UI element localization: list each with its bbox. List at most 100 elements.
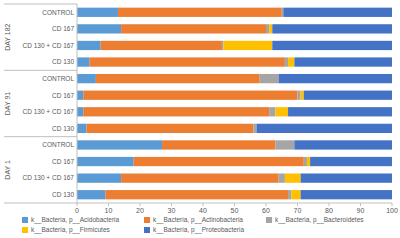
bar-segment (118, 8, 282, 17)
bar-segment (162, 140, 275, 149)
x-tick-label: 0 (75, 207, 79, 214)
bar-segment (121, 24, 266, 33)
bar-segment (77, 190, 105, 199)
x-tick-label: 70 (294, 207, 302, 214)
x-tick-label: 60 (262, 207, 270, 214)
x-tick (171, 203, 172, 206)
x-tick (140, 203, 141, 206)
bar-segment (77, 91, 83, 100)
legend-label: k__Bacteria, p__Acidobacteria (31, 216, 120, 224)
category-label: CD 167 (52, 158, 74, 165)
category-label: CONTROL (42, 141, 74, 148)
x-tick-label: 50 (231, 207, 239, 214)
bar-segment (77, 57, 90, 66)
y-axis (77, 4, 78, 203)
bar-segment (272, 41, 392, 50)
group-separator (4, 136, 77, 137)
category-label: CD 167 (52, 92, 74, 99)
x-tick-label: 30 (168, 207, 176, 214)
bar-segment (253, 124, 256, 133)
legend-label: k__Bacteria, p__Actinobacteria (153, 216, 243, 224)
x-tick (392, 203, 393, 206)
bar-segment (77, 74, 96, 83)
bar-segment (101, 41, 222, 50)
chart-svg: 0102030405060708090100CONTROLCD 167CD 13… (0, 0, 400, 238)
legend-swatch (22, 217, 28, 223)
category-label: CD 130 + CD 167 (23, 174, 75, 181)
x-tick (329, 203, 330, 206)
bar-segment (279, 173, 285, 182)
bar-segment (294, 57, 392, 66)
group-separator (4, 4, 77, 5)
bar-segment (279, 74, 392, 83)
legend-label: k__Bacteria, p__Firmicutes (31, 226, 111, 234)
legend-swatch (144, 227, 150, 233)
bar-segment (269, 24, 272, 33)
category-label: CONTROL (42, 9, 74, 16)
category-label: CD 130 (52, 125, 74, 132)
bar-segment (291, 190, 300, 199)
bar-segment (301, 173, 392, 182)
bar-segment (77, 24, 121, 33)
x-tick-label: 10 (105, 207, 113, 214)
category-label: CD 130 (52, 191, 74, 198)
bar-segment (310, 157, 392, 166)
category-label: CD 167 (52, 25, 74, 32)
category-label: CD 130 + CD 167 (23, 42, 75, 49)
bar-segment (105, 190, 288, 199)
bar-segment (90, 57, 285, 66)
x-tick (266, 203, 267, 206)
bar-segment (121, 173, 279, 182)
group-separator (4, 203, 77, 204)
bar-segment (260, 74, 279, 83)
group-separator (4, 70, 77, 71)
bar-segment (288, 57, 294, 66)
x-tick (108, 203, 109, 206)
x-tick-label: 80 (325, 207, 333, 214)
group-label: DAY 1 (4, 160, 11, 180)
bar-segment (77, 107, 83, 116)
category-label: CONTROL (42, 75, 74, 82)
bar-segment (285, 57, 288, 66)
bar-segment (275, 140, 294, 149)
x-tick-label: 90 (357, 207, 365, 214)
x-tick (297, 203, 298, 206)
x-tick (234, 203, 235, 206)
bars (77, 8, 392, 200)
bar-segment (77, 140, 162, 149)
bar-segment (223, 41, 272, 50)
bar-segment (134, 157, 304, 166)
bar-segment (96, 74, 260, 83)
bar-segment (222, 41, 224, 50)
legend-swatch (22, 227, 28, 233)
bar-segment (272, 24, 392, 33)
bar-segment (266, 24, 269, 33)
bar-segment (77, 157, 134, 166)
bar-segment (307, 157, 310, 166)
category-label: CD 130 (52, 58, 74, 65)
bar-segment (269, 107, 275, 116)
group-label: DAY 182 (4, 23, 11, 50)
bar-segment (282, 8, 284, 17)
bar-segment (288, 107, 392, 116)
bar-segment (77, 41, 101, 50)
bar-segment (77, 124, 86, 133)
bar-segment (77, 173, 121, 182)
bar-segment (304, 91, 392, 100)
legend-label: k__Bacteria, p__Proteobacteria (153, 226, 244, 234)
category-label: CD 130 + CD 167 (23, 108, 75, 115)
bar-segment (283, 8, 392, 17)
chart-container: 0102030405060708090100CONTROLCD 167CD 13… (0, 0, 400, 238)
legend-swatch (266, 217, 272, 223)
bar-segment (298, 91, 301, 100)
bar-segment (257, 124, 392, 133)
bar-segment (285, 173, 301, 182)
bar-segment (294, 140, 392, 149)
x-tick-label: 20 (136, 207, 144, 214)
bar-segment (77, 8, 118, 17)
x-tick-label: 40 (199, 207, 207, 214)
bar-segment (86, 124, 253, 133)
bar-segment (288, 190, 291, 199)
x-tick (360, 203, 361, 206)
group-label: DAY 91 (4, 92, 11, 116)
